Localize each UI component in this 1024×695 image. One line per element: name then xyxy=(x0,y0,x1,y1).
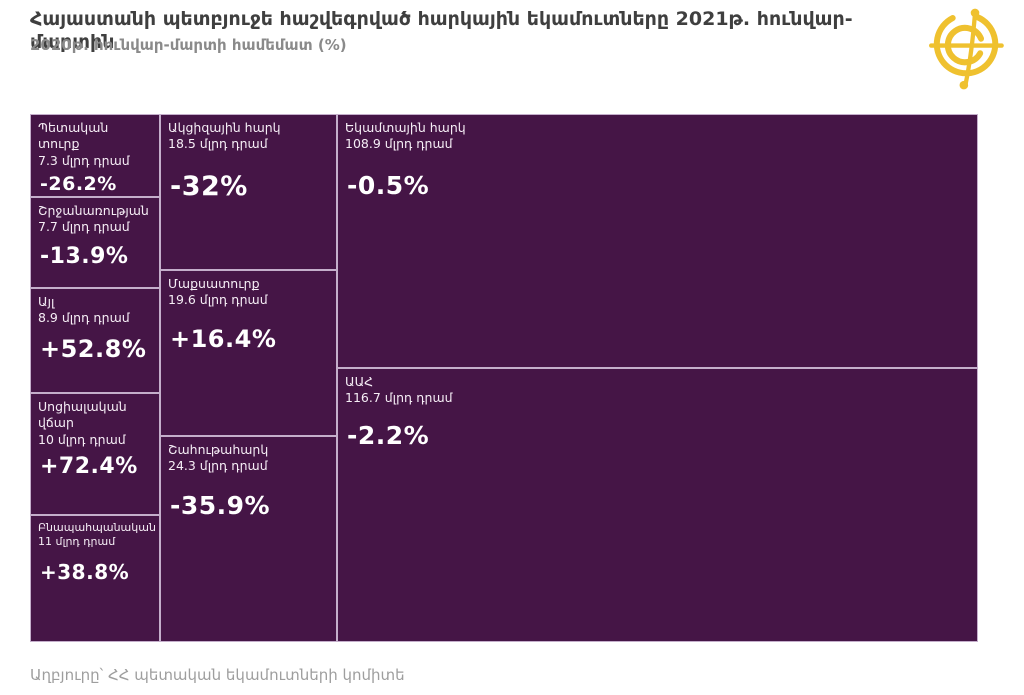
cell-change: -13.9% xyxy=(40,243,129,269)
cell-change: -2.2% xyxy=(347,420,430,450)
cell-value: 8.9 մլրդ դրամ xyxy=(38,310,130,326)
cell-label: Եկամտային հարկ xyxy=(345,120,466,135)
cell-change: +52.8% xyxy=(40,334,147,363)
cell-change: +72.4% xyxy=(40,453,138,479)
cell-change: -26.2% xyxy=(40,172,117,195)
treemap-cell: Շրջանառության 7.7 մլրդ դրամ -13.9% xyxy=(30,197,160,288)
source-note: Աղբյուրը՝ ՀՀ պետական եկամուտների կոմիտե xyxy=(30,666,405,684)
cell-label: Ակցիզային հարկ xyxy=(168,120,281,135)
cell-value: 108.9 մլրդ դրամ xyxy=(345,136,453,152)
cell-label: Բնապահպանական xyxy=(38,521,156,534)
cell-label: Շրջանառության xyxy=(38,203,149,218)
cell-value: 116.7 մլրդ դրամ xyxy=(345,390,453,406)
cell-label: Այլ xyxy=(38,294,55,309)
cell-value: 18.5 մլրդ դրամ xyxy=(168,136,268,152)
cell-value: 10 մլրդ դրամ xyxy=(38,431,126,447)
cell-value: 19.6 մլրդ դրամ xyxy=(168,292,268,308)
cell-value: 7.7 մլրդ դրամ xyxy=(38,219,130,235)
cell-value: 7.3 մլրդ դրամ xyxy=(38,152,130,168)
cell-change: -32% xyxy=(170,170,248,202)
treemap-cell: Այլ 8.9 մլրդ դրամ +52.8% xyxy=(30,288,160,393)
cell-label: Մաքսատուրք xyxy=(168,276,260,291)
cell-label: Սոցիալական վճար xyxy=(38,399,127,431)
cell-value: 24.3 մլրդ դրամ xyxy=(168,458,268,474)
treemap-cell: Շահութահարկ 24.3 մլրդ դրամ -35.9% xyxy=(160,436,337,642)
treemap-cell: Սոցիալական վճար 10 մլրդ դրամ +72.4% xyxy=(30,393,160,515)
page-subtitle: 2020թ. հունվար-մարտի համեմատ (%) xyxy=(30,36,347,54)
treemap-cell: Ակցիզային հարկ 18.5 մլրդ դրամ -32% xyxy=(160,114,337,270)
cell-change: -0.5% xyxy=(347,170,430,200)
cell-value: 11 մլրդ դրամ xyxy=(38,535,116,549)
treemap-cell: ԱԱՀ 116.7 մլրդ դրամ -2.2% xyxy=(337,368,978,642)
treemap-cell: Եկամտային հարկ 108.9 մլրդ դրամ -0.5% xyxy=(337,114,978,368)
treemap-cell: Պետական տուրք 7.3 մլրդ դրամ -26.2% xyxy=(30,114,160,197)
cell-change: +16.4% xyxy=(170,324,277,353)
brand-logo-icon xyxy=(929,8,1004,90)
cell-change: +38.8% xyxy=(40,559,130,584)
cell-label: Պետական տուրք xyxy=(38,120,109,152)
cell-change: -35.9% xyxy=(170,490,271,520)
cell-label: Շահութահարկ xyxy=(168,442,269,457)
cell-label: ԱԱՀ xyxy=(345,374,374,389)
treemap-chart: Պետական տուրք 7.3 մլրդ դրամ -26.2% Շրջանառո… xyxy=(30,114,978,642)
treemap-cell: Մաքսատուրք 19.6 մլրդ դրամ +16.4% xyxy=(160,270,337,436)
treemap-cell: Բնապահպանական 11 մլրդ դրամ +38.8% xyxy=(30,515,160,642)
page-title: Հայաստանի պետբյուջե հաշվեգրված հարկային … xyxy=(30,8,853,53)
